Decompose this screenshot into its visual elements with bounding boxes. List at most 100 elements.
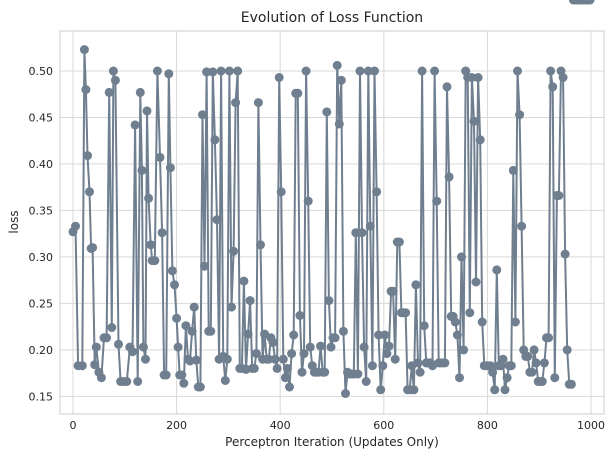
- loss-point: [370, 66, 379, 76]
- loss-point: [415, 367, 425, 377]
- loss-point: [164, 69, 174, 79]
- loss-point: [220, 376, 230, 385]
- loss-point: [475, 135, 485, 145]
- loss-point: [361, 377, 371, 386]
- loss-point: [249, 363, 259, 373]
- y-tick-label: 0.50: [29, 65, 54, 78]
- loss-point: [208, 67, 218, 77]
- loss-point: [502, 373, 512, 383]
- loss-point: [513, 66, 522, 76]
- loss-point: [137, 165, 147, 175]
- loss-point: [384, 341, 394, 351]
- loss-point: [467, 73, 477, 82]
- loss-point: [351, 228, 361, 238]
- loss-point: [128, 347, 137, 357]
- loss-point: [198, 110, 207, 120]
- loss-point: [152, 66, 162, 76]
- loss-point: [490, 385, 500, 395]
- loss-point: [515, 110, 525, 120]
- loss-point: [452, 330, 462, 340]
- loss-point: [353, 369, 363, 379]
- loss-point: [432, 196, 442, 206]
- loss-point: [77, 361, 87, 371]
- loss-point: [189, 302, 199, 312]
- loss-point: [181, 321, 191, 331]
- loss-point: [492, 265, 502, 275]
- loss-point: [500, 385, 510, 395]
- loss-point: [165, 163, 175, 173]
- loss-point: [81, 85, 91, 95]
- loss-point: [401, 308, 411, 318]
- loss-point: [264, 354, 274, 364]
- loss-point: [270, 354, 280, 364]
- loss-point: [367, 361, 377, 371]
- loss-point: [488, 367, 498, 377]
- loss-point: [96, 373, 106, 383]
- y-tick-label: 0.15: [29, 390, 54, 403]
- loss-point: [566, 379, 576, 389]
- plot-frame: [59, 30, 605, 415]
- loss-point: [172, 313, 182, 323]
- loss-point: [272, 363, 282, 373]
- loss-point: [471, 277, 481, 287]
- loss-point: [110, 75, 120, 85]
- loss-point: [390, 354, 400, 364]
- loss-point: [336, 75, 346, 85]
- loss-point: [440, 358, 450, 368]
- loss-point: [419, 321, 429, 331]
- loss-point: [276, 187, 286, 197]
- loss-point: [200, 261, 209, 271]
- loss-point: [357, 228, 367, 238]
- loss-point: [104, 87, 114, 97]
- loss-point: [167, 266, 177, 276]
- loss-point: [90, 360, 100, 370]
- loss-point: [442, 82, 452, 92]
- loss-point: [332, 60, 342, 70]
- loss-point: [79, 45, 89, 55]
- loss-point: [287, 349, 297, 359]
- loss-point: [253, 98, 263, 108]
- loss-point: [191, 355, 201, 365]
- loss-point: [222, 354, 232, 364]
- loss-point: [537, 377, 547, 386]
- loss-point: [278, 354, 288, 364]
- loss-point: [341, 389, 350, 398]
- loss-point: [473, 73, 483, 82]
- loss-point: [459, 345, 469, 355]
- loss-point: [508, 165, 518, 175]
- x-tick-label: 800: [477, 419, 498, 432]
- x-tick-label: 0: [69, 419, 76, 432]
- loss-point: [411, 280, 421, 290]
- x-tick-label: 200: [166, 419, 187, 432]
- x-tick-label: 400: [270, 419, 291, 432]
- loss-point: [289, 330, 299, 340]
- loss-point: [102, 333, 112, 343]
- loss-point: [161, 370, 171, 380]
- loss-point: [135, 87, 145, 97]
- loss-point: [363, 66, 373, 76]
- loss-point: [409, 385, 419, 395]
- y-tick-label: 0.25: [29, 297, 54, 310]
- loss-point: [305, 342, 315, 352]
- loss-point: [282, 363, 292, 373]
- loss-point: [130, 120, 140, 130]
- loss-point: [465, 308, 475, 318]
- loss-point: [150, 256, 160, 266]
- loss-point: [229, 246, 239, 256]
- loss-point: [359, 342, 369, 352]
- loss-point: [299, 349, 309, 359]
- loss-point: [206, 326, 216, 336]
- loss-point: [195, 382, 205, 392]
- loss-point: [334, 119, 344, 129]
- loss-point: [224, 66, 234, 76]
- loss-point: [324, 296, 334, 306]
- loss-point: [523, 351, 533, 361]
- loss-point: [365, 221, 375, 231]
- loss-point: [469, 116, 479, 126]
- loss-point: [517, 221, 527, 231]
- x-axis-title: Perceptron Iteration (Updates Only): [225, 435, 439, 449]
- loss-point: [146, 240, 156, 250]
- loss-point: [71, 221, 80, 231]
- loss-point: [413, 358, 423, 368]
